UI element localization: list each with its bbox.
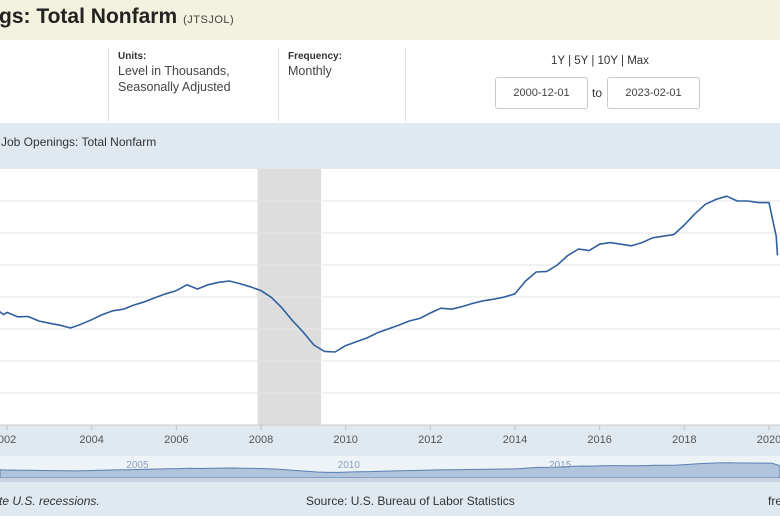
chart-area: Job Openings: Total Nonfarm 002 2004 2006 2… <box>0 123 780 516</box>
x-tick-label: 2008 <box>249 434 273 446</box>
range-selector: 1Y | 5Y | 10Y | Max <box>551 55 649 67</box>
title-bar: gs: Total Nonfarm (JTSJOL) <box>0 0 780 41</box>
range-separator: | <box>621 55 624 67</box>
recession-note: te U.S. recessions. <box>0 494 100 508</box>
range-5y-button[interactable]: 5Y <box>574 55 589 67</box>
x-tick-label: 2006 <box>164 434 188 446</box>
navigator-scrollbar <box>0 478 780 482</box>
x-tick-label: 2014 <box>503 434 527 446</box>
navigator-label: 2005 <box>126 460 149 471</box>
line-chart: 002 2004 2006 2008 2010 2012 2014 2016 2018 2020 … <box>0 169 780 482</box>
chart-title: Job Openings: Total Nonfarm <box>1 135 157 149</box>
meta-divider <box>405 48 406 122</box>
x-tick-label: 002 <box>0 434 16 446</box>
units-label: Units: <box>118 51 147 62</box>
x-tick-label: 2018 <box>672 434 696 446</box>
series-meta: Units: Level in Thousands, Seasonally Ad… <box>0 40 780 123</box>
x-tick-label: 2012 <box>418 434 442 446</box>
x-tick-label: 2010 <box>333 434 357 446</box>
units-line-2: Seasonally Adjusted <box>118 80 231 94</box>
range-separator: | <box>568 55 572 67</box>
series-id: (JTSJOL) <box>183 14 235 26</box>
frequency-label: Frequency: <box>288 51 342 62</box>
source-credit: Source: U.S. Bureau of Labor Statistics <box>306 494 515 508</box>
end-date-input[interactable]: 2023-02-01 <box>607 77 700 109</box>
series-line-jtsjol <box>0 195 779 353</box>
x-tick-label: 2004 <box>79 434 103 446</box>
navigator-label: 2010 <box>338 460 361 471</box>
frequency-value: Monthly <box>288 64 332 78</box>
footer-link[interactable]: fre <box>768 494 780 508</box>
x-tick-label: 2020 <box>757 434 780 446</box>
units-line-1: Level in Thousands, <box>118 64 230 78</box>
to-label: to <box>592 86 603 100</box>
x-tick-label: 2016 <box>587 434 611 446</box>
navigator-label: 2015 <box>549 460 572 471</box>
page-title: gs: Total Nonfarm (JTSJOL) <box>0 5 235 28</box>
meta-divider <box>278 48 279 122</box>
range-10y-button[interactable]: 10Y <box>597 55 618 67</box>
range-1y-button[interactable]: 1Y <box>551 55 565 67</box>
range-separator: | <box>591 55 595 67</box>
range-max-button[interactable]: Max <box>627 55 649 67</box>
meta-divider <box>108 48 109 122</box>
start-date-input[interactable]: 2000-12-01 <box>495 77 588 109</box>
navigator-series <box>0 462 780 479</box>
